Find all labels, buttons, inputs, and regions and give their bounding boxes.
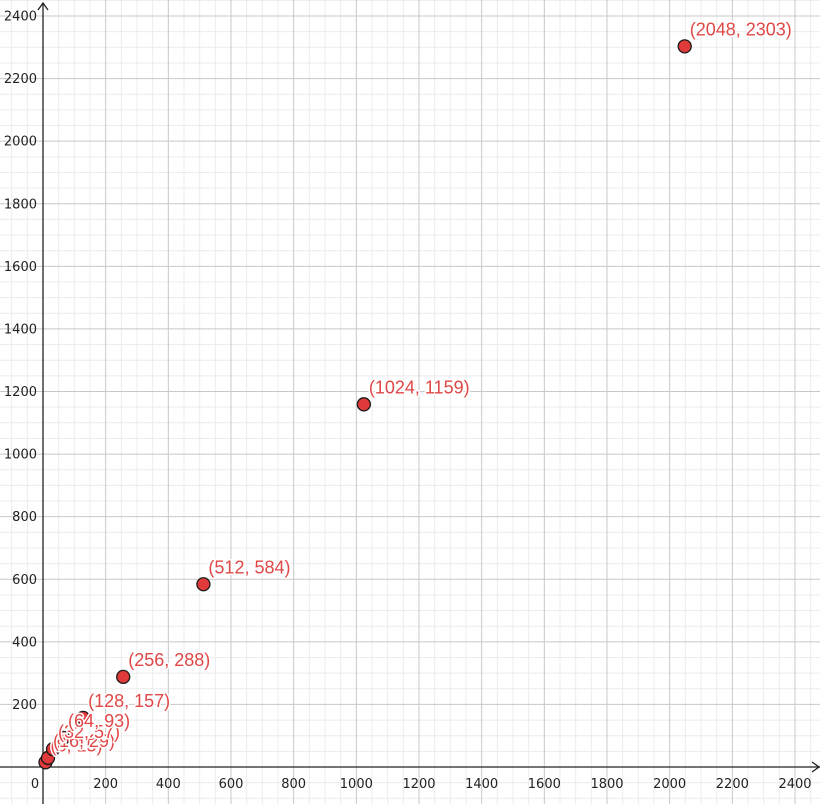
data-point (75, 710, 91, 726)
x-tick-label: 1400 (465, 777, 498, 792)
x-tick-label: 400 (156, 777, 181, 792)
data-point (55, 730, 71, 746)
y-tick-labels: 200 400 600 800 1000 1200 1400 1600 1800 2000 2200… (4, 10, 37, 713)
x-tick-label: 1600 (528, 777, 561, 792)
y-tick-label: 2200 (4, 72, 37, 87)
x-tick-label: 800 (281, 777, 306, 792)
x-tick-label: 0 (31, 777, 39, 792)
point-label: (32, 57) (58, 722, 120, 742)
x-tick-label: 2000 (653, 777, 686, 792)
y-axis-arrow (37, 1, 49, 11)
point-label: (64, 93) (68, 711, 130, 731)
x-tick-labels: 0 200 400 600 800 1000 1200 1400 1600 1800 2000 220… (31, 777, 812, 792)
data-point (45, 742, 61, 757)
y-tick-label: 400 (12, 635, 37, 650)
x-tick-label: 200 (93, 777, 118, 792)
point-label: (8, 15) (51, 735, 103, 755)
data-point (116, 669, 131, 685)
data-point (196, 577, 211, 592)
y-tick-label: 1200 (4, 385, 37, 400)
point-label: (2048, 2303) (690, 19, 792, 39)
point-label: (512, 584) (208, 557, 290, 577)
y-tick-label: 800 (12, 510, 37, 525)
x-tick-label: 1200 (402, 777, 435, 792)
x-tick-label: 2400 (778, 777, 811, 792)
y-tick-label: 1000 (4, 448, 37, 463)
y-tick-label: 1400 (4, 322, 37, 337)
y-tick-label: 600 (12, 573, 37, 588)
y-tick-label: 200 (12, 698, 37, 713)
x-tick-label: 600 (219, 777, 244, 792)
point-label: (1024, 1159) (369, 377, 470, 397)
point-label: (128, 157) (88, 691, 170, 711)
x-tick-label: 1800 (590, 777, 623, 792)
point-label: (16, 29) (53, 731, 115, 751)
y-tick-label: 1600 (4, 260, 37, 275)
point-label: (256, 288) (128, 650, 210, 670)
data-points (38, 39, 692, 770)
x-axis-arrow (811, 761, 820, 773)
data-point (677, 39, 692, 54)
x-tick-label: 2200 (716, 777, 749, 792)
y-tick-label: 1800 (4, 197, 37, 212)
x-tick-label: 1000 (340, 777, 373, 792)
data-point (356, 397, 372, 412)
point-labels: (8, 15)(16, 29)(32, 57)(64, 93)(128, 157… (49, 18, 793, 757)
y-tick-label: 2000 (4, 135, 37, 150)
y-tick-label: 2400 (4, 10, 37, 25)
